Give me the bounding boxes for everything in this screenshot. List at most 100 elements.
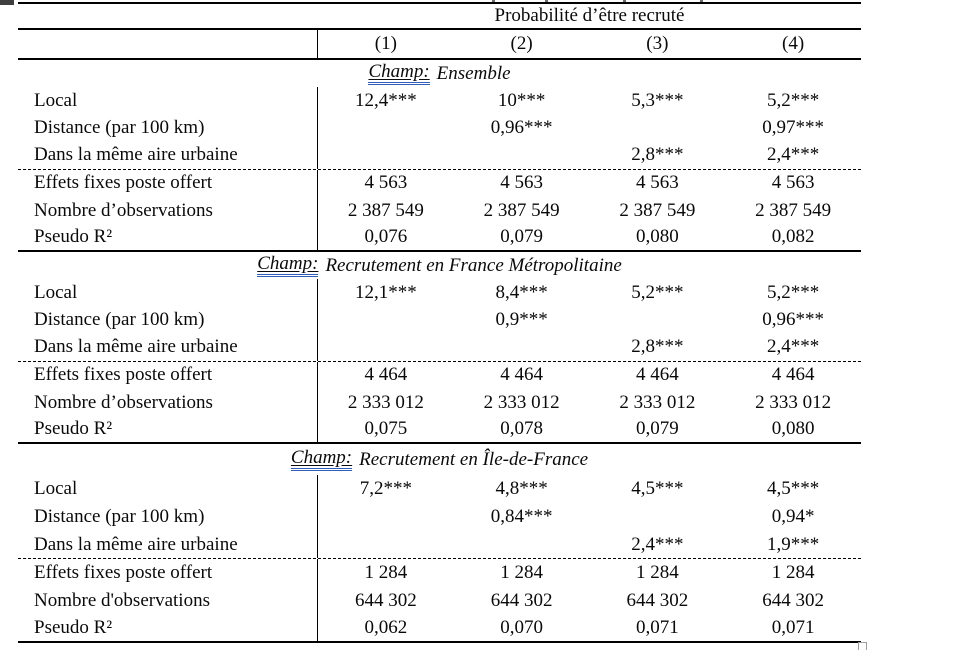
cell-value: 2 387 549	[483, 199, 560, 221]
cell-value: 2 333 012	[347, 391, 424, 413]
table-row: Nombre d’observations 2 333 012 2 333 01…	[18, 389, 861, 417]
row-label: Distance (par 100 km)	[18, 503, 318, 531]
cell-value: 4 464	[364, 364, 408, 386]
crop-artifact	[700, 0, 703, 3]
table-row: Dans la même aire urbaine 2,8*** 2,4***	[18, 142, 861, 170]
section-france-metropolitaine: Champ: Recrutement en France Métropolita…	[18, 252, 861, 444]
row-label: Local	[18, 475, 318, 503]
cell-value: 0,96***	[490, 117, 553, 139]
row-label: Dans la même aire urbaine	[18, 531, 318, 558]
title-spacer	[18, 4, 318, 28]
cell-value: 2,8***	[631, 144, 684, 166]
champ-value: Recrutement en France Métropolitaine	[325, 254, 622, 276]
cell-value: 2 333 012	[483, 391, 560, 413]
cell-value: 2,4***	[631, 533, 684, 555]
cell-value: 4 563	[364, 172, 408, 194]
cell-value: 8,4***	[495, 281, 548, 303]
row-label: Pseudo R²	[18, 416, 318, 442]
row-label: Effets fixes poste offert	[18, 361, 318, 389]
champ-label: Champ:	[368, 62, 430, 85]
row-label: Nombre d’observations	[18, 197, 318, 225]
cell-value	[318, 531, 454, 558]
cell-value: 0,071	[636, 617, 679, 638]
row-label: Dans la même aire urbaine	[18, 142, 318, 169]
row-label: Distance (par 100 km)	[18, 306, 318, 334]
cell-value: 2 387 549	[755, 199, 832, 221]
cell-value: 2 333 012	[619, 391, 696, 413]
section-ile-de-france: Champ: Recrutement en Île-de-France Loca…	[18, 444, 861, 643]
table-row: Nombre d'observations 644 302 644 302 64…	[18, 587, 861, 615]
cell-value	[318, 142, 454, 169]
table-row: Distance (par 100 km) 0,9*** 0,96***	[18, 306, 861, 335]
cell-value: 5,2***	[767, 89, 820, 111]
table-title-row: Probabilité d’être recruté	[18, 4, 861, 30]
cell-value: 644 302	[762, 590, 824, 611]
row-label: Nombre d'observations	[18, 587, 318, 615]
cell-value: 0,080	[771, 418, 815, 440]
cell-value: 10***	[497, 89, 546, 111]
cell-value: 4 563	[771, 172, 815, 194]
cell-value	[318, 503, 454, 531]
cell-value: 1 284	[771, 562, 815, 583]
cell-value: 5,2***	[767, 281, 820, 303]
cell-value: 0,94*	[771, 506, 815, 527]
cell-value: 4 563	[500, 172, 543, 194]
table-title: Probabilité d’être recruté	[494, 5, 685, 26]
table-row: Local 12,1*** 8,4*** 5,2*** 5,2***	[18, 279, 861, 307]
table-row: Distance (par 100 km) 0,84*** 0,94*	[18, 503, 861, 531]
cell-value: 0,071	[771, 617, 815, 638]
cell-value: 4 464	[500, 364, 543, 386]
champ-label: Champ:	[257, 254, 319, 277]
table-row: Dans la même aire urbaine 2,4*** 1,9***	[18, 531, 861, 559]
cell-value	[454, 334, 590, 361]
crop-artifact	[492, 0, 495, 3]
table-row: Effets fixes poste offert 1 284 1 284 1 …	[18, 559, 861, 587]
row-label: Nombre d’observations	[18, 389, 318, 417]
header-spacer	[18, 30, 318, 58]
champ-row: Champ: Recrutement en France Métropolita…	[18, 252, 861, 279]
champ-label: Champ:	[290, 448, 353, 471]
cell-value: 0,079	[500, 226, 543, 248]
cell-value: 4 464	[771, 364, 815, 386]
crop-artifact	[0, 0, 14, 5]
cell-value: 5,2***	[631, 281, 684, 303]
cell-value: 0,070	[500, 617, 543, 638]
cell-value	[590, 307, 726, 335]
table-row: Pseudo R² 0,075 0,078 0,079 0,080	[18, 416, 861, 444]
column-header-4: (4)	[782, 33, 805, 54]
cell-value	[590, 503, 726, 531]
row-label: Dans la même aire urbaine	[18, 334, 318, 361]
cell-value: 2,4***	[767, 144, 820, 166]
column-header-1: (1)	[374, 33, 397, 54]
cell-value: 0,84***	[490, 506, 553, 527]
column-header-row: (1) (2) (3) (4)	[18, 30, 861, 60]
cell-value: 0,97***	[762, 117, 824, 139]
cell-value: 2 387 549	[347, 199, 424, 221]
cell-value: 12,1***	[355, 281, 417, 303]
table-resize-handle[interactable]	[858, 642, 867, 650]
cell-value: 2,4***	[767, 336, 820, 358]
cell-value: 0,062	[364, 617, 408, 638]
table-row: Pseudo R² 0,076 0,079 0,080 0,082	[18, 224, 861, 252]
champ-value: Recrutement en Île-de-France	[359, 448, 589, 470]
row-label: Local	[18, 279, 318, 307]
table-row: Effets fixes poste offert 4 563 4 563 4 …	[18, 169, 861, 197]
cell-value	[454, 142, 590, 169]
cell-value: 12,4***	[355, 89, 417, 111]
table-row: Local 7,2*** 4,8*** 4,5*** 4,5***	[18, 475, 861, 503]
cell-value: 0,078	[500, 418, 543, 440]
cell-value	[454, 531, 590, 558]
cell-value: 4,5***	[767, 478, 820, 499]
cell-value: 2 333 012	[755, 391, 832, 413]
table-row: Dans la même aire urbaine 2,8*** 2,4***	[18, 334, 861, 362]
cell-value: 4,8***	[495, 478, 548, 499]
regression-table: Probabilité d’être recruté (1) (2) (3) (…	[18, 2, 861, 643]
cell-value: 0,079	[636, 418, 679, 440]
cell-value: 5,3***	[631, 89, 684, 111]
cell-value	[590, 115, 726, 143]
cell-value: 1 284	[500, 562, 543, 583]
cell-value: 1 284	[636, 562, 679, 583]
crop-artifact	[545, 0, 548, 3]
cell-value: 644 302	[490, 590, 553, 611]
